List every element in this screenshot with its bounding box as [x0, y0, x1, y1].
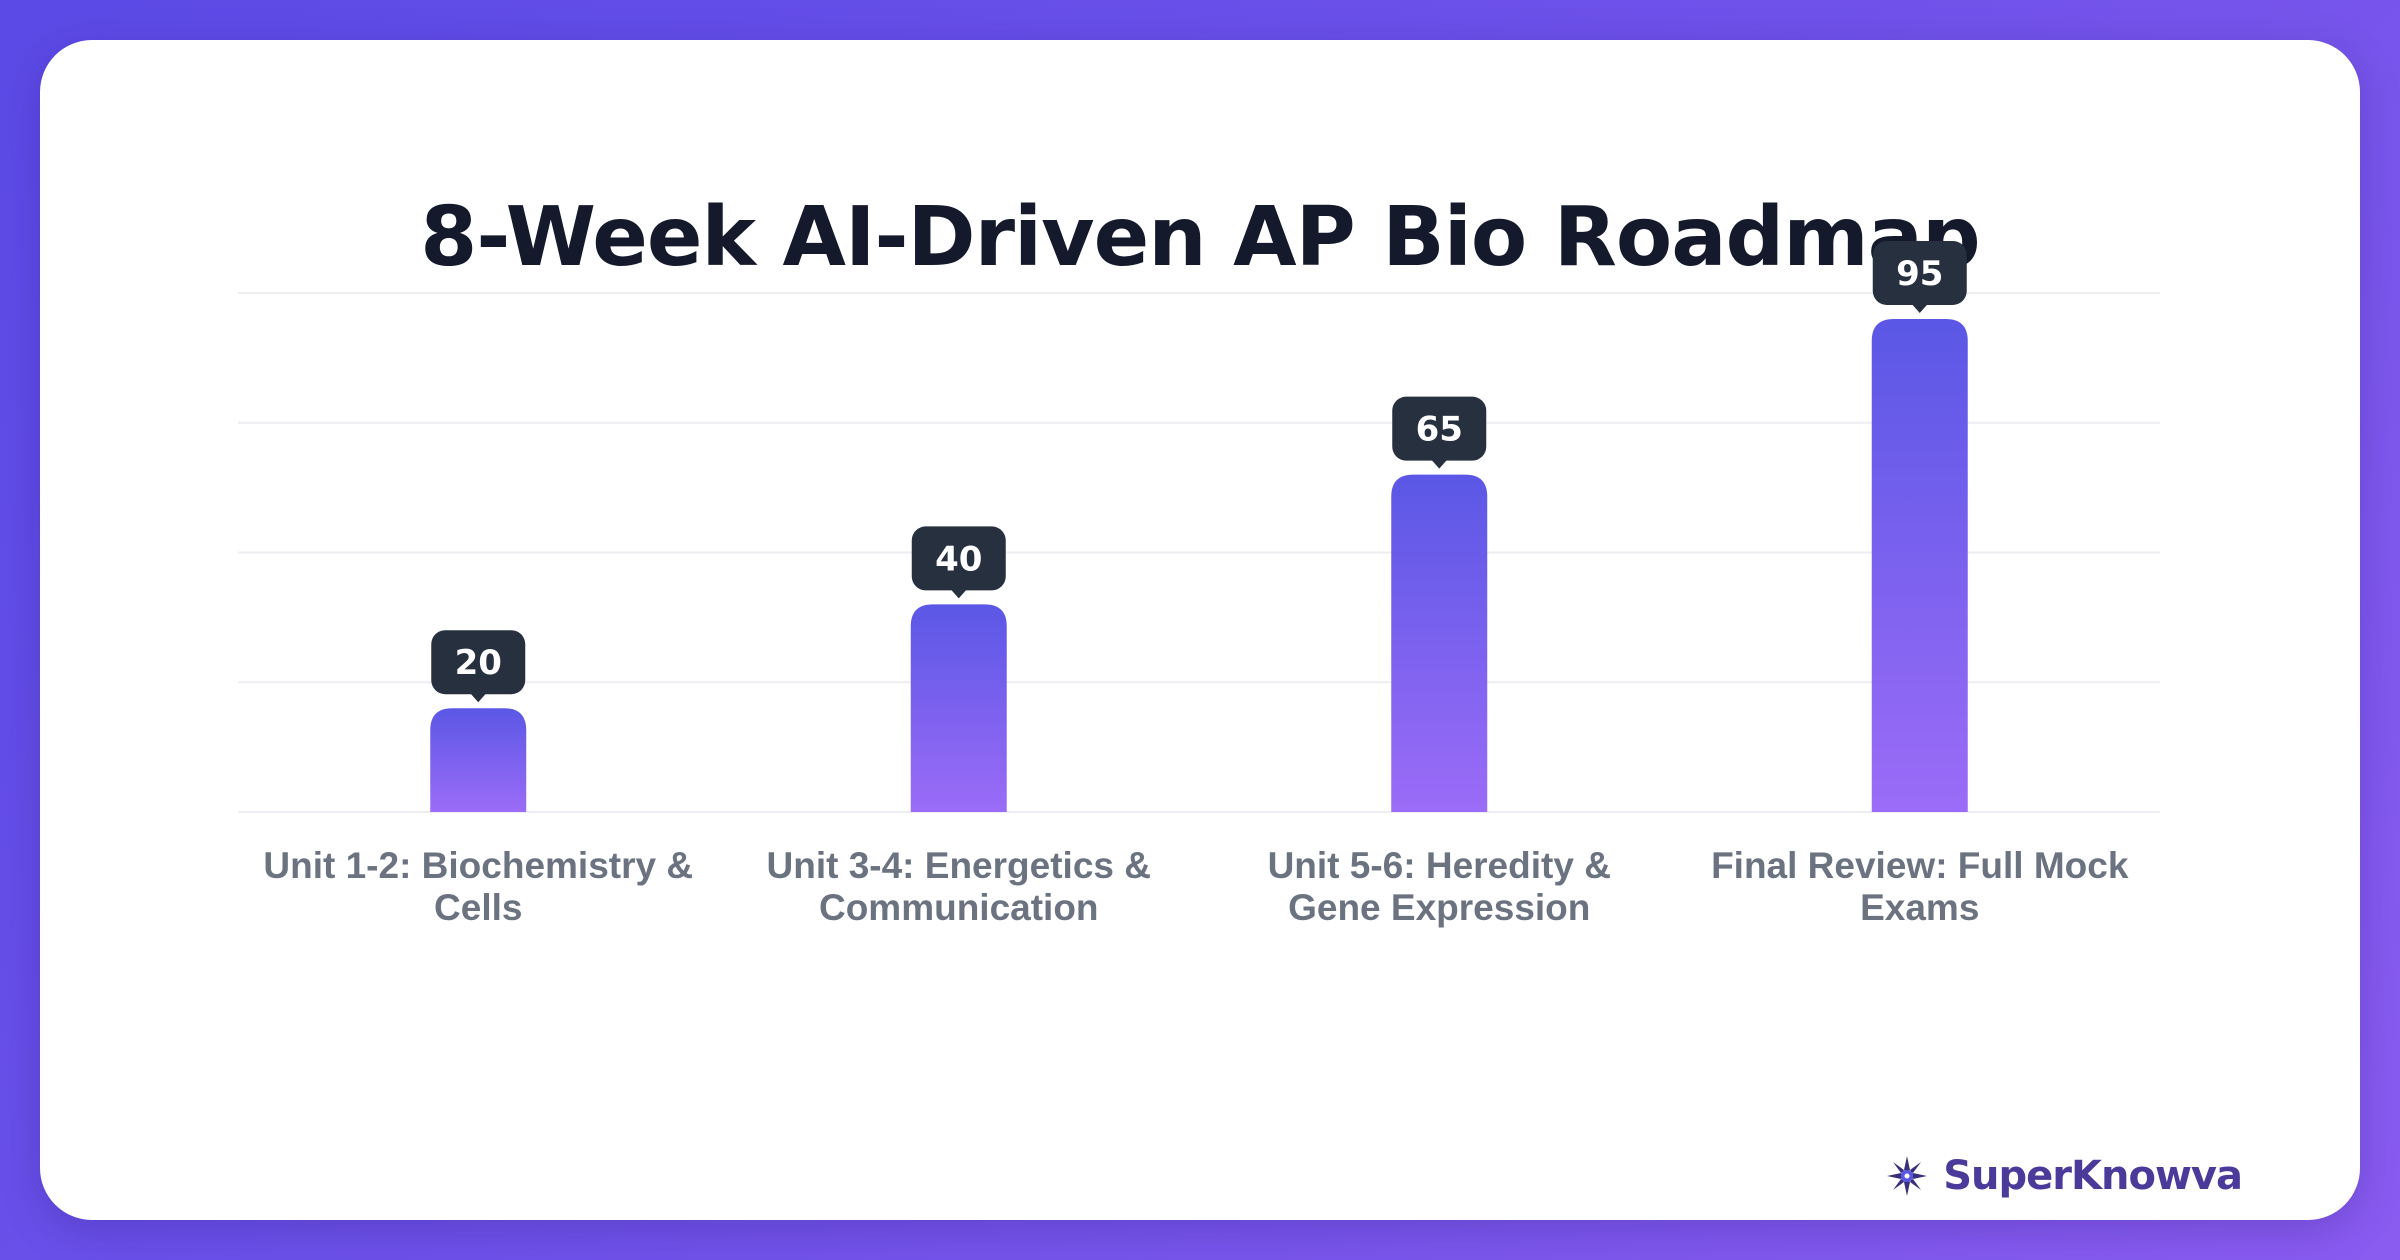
value-label-pointer	[1911, 303, 1928, 313]
bar	[1391, 474, 1488, 812]
value-label-pointer	[950, 589, 967, 599]
bar	[910, 604, 1007, 812]
value-label-bubble	[1872, 240, 1967, 305]
x-tick-label: Communication	[819, 887, 1099, 928]
value-labels: 20 40 65 95	[431, 240, 1967, 703]
bar	[430, 708, 527, 812]
value-label-pointer	[470, 693, 487, 703]
value-label-text: 40	[935, 539, 982, 579]
brand-logo: SuperKnowva	[1885, 1146, 2243, 1206]
x-tick-label: Unit 3-4: Energetics &	[767, 845, 1151, 886]
value-label-pointer	[1431, 459, 1448, 469]
x-tick-label: Unit 5-6: Heredity &	[1268, 845, 1611, 886]
brand-name: SuperKnowva	[1943, 1153, 2243, 1199]
x-tick-label: Exams	[1860, 887, 1979, 928]
chart-card: 8-Week AI-Driven AP Bio Roadmap 20 40 65 95…	[40, 40, 2360, 1220]
value-label: 20	[431, 630, 526, 703]
x-tick-label: Gene Expression	[1288, 887, 1590, 928]
bar	[1871, 318, 1968, 812]
value-label-text: 20	[455, 643, 502, 683]
star-burst-icon	[1887, 1156, 1928, 1196]
value-label: 40	[911, 526, 1006, 599]
gridlines	[238, 292, 2160, 813]
value-label-bubble	[431, 630, 526, 695]
x-tick-label: Final Review: Full Mock	[1711, 845, 2129, 886]
bars	[430, 318, 1968, 812]
x-tick-label: Cells	[434, 887, 522, 928]
value-label-bubble	[911, 526, 1006, 591]
value-label-text: 65	[1416, 410, 1463, 450]
value-label: 65	[1392, 396, 1487, 469]
value-label: 95	[1872, 240, 1967, 313]
x-axis-tick-labels: Unit 1-2: Biochemistry &Cells Unit 3-4: E…	[263, 845, 2128, 928]
value-label-text: 95	[1896, 254, 1943, 294]
x-tick-label: Unit 1-2: Biochemistry &	[263, 845, 693, 886]
value-label-bubble	[1392, 396, 1487, 461]
chart-title: 8-Week AI-Driven AP Bio Roadmap	[420, 190, 1980, 285]
